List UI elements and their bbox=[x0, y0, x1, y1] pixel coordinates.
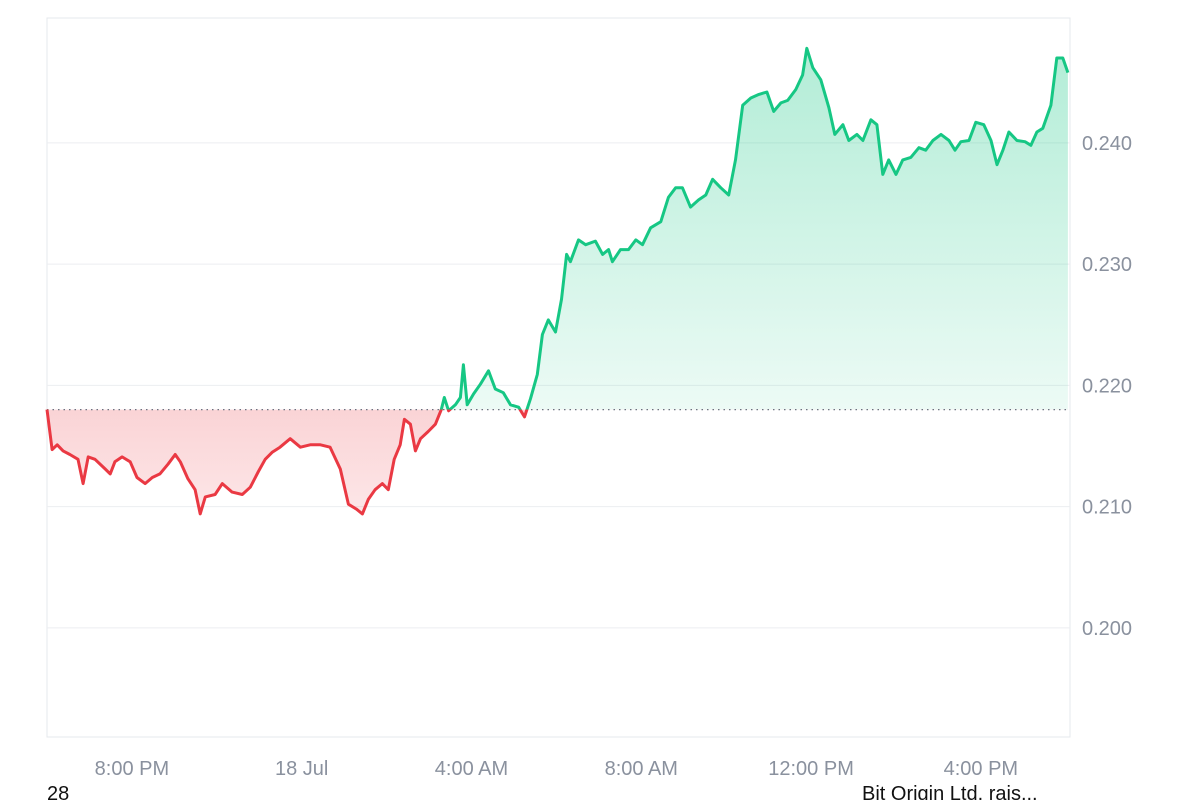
x-tick-label: 18 Jul bbox=[275, 758, 328, 780]
footer-headline[interactable]: Bit Origin Ltd. rais... bbox=[862, 783, 1038, 800]
x-tick-label: 4:00 PM bbox=[944, 758, 1018, 780]
x-tick-label: 12:00 PM bbox=[768, 758, 854, 780]
y-tick-label: 0.240 bbox=[1082, 133, 1132, 155]
x-tick-label: 4:00 AM bbox=[435, 758, 508, 780]
x-tick-label: 8:00 AM bbox=[605, 758, 678, 780]
plot-frame bbox=[46, 17, 1071, 738]
y-tick-label: 0.200 bbox=[1082, 618, 1132, 640]
area bbox=[47, 48, 1068, 514]
y-tick-label: 0.230 bbox=[1082, 254, 1132, 276]
y-tick-label: 0.210 bbox=[1082, 497, 1132, 519]
price-line bbox=[45, 46, 1070, 516]
footer-left: 28 bbox=[47, 783, 69, 800]
y-tick-label: 0.220 bbox=[1082, 375, 1132, 397]
x-tick-label: 8:00 PM bbox=[95, 758, 169, 780]
